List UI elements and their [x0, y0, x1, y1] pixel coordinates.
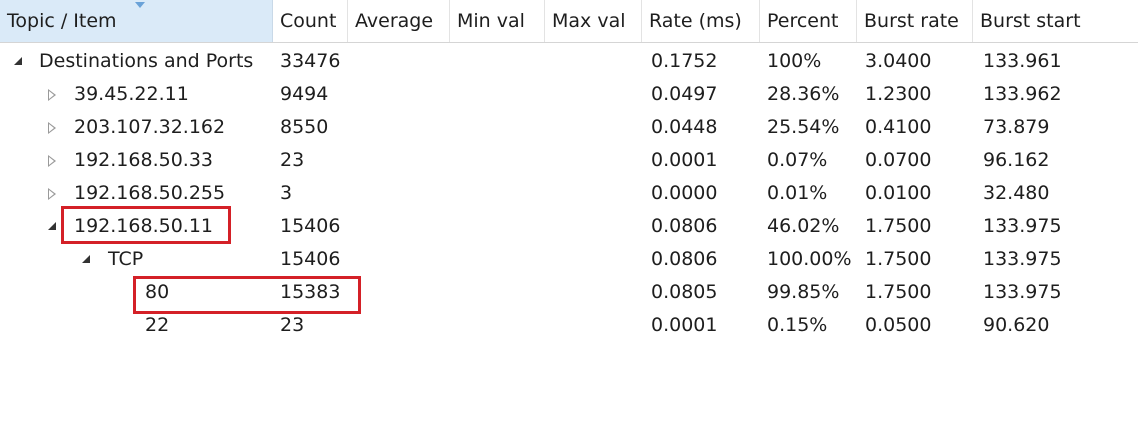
cell-topic: 192.168.50.33 — [74, 149, 214, 171]
triangle-right-outline-icon — [48, 89, 56, 101]
cell-burst-rate: 1.7500 — [865, 248, 932, 270]
table-row[interactable]: 203.107.32.162 8550 0.0448 25.54% 0.4100 73.8… — [0, 111, 1138, 144]
triangle-down-filled-icon — [82, 255, 90, 263]
column-header-average[interactable]: Average — [348, 0, 450, 42]
cell-rate: 0.0497 — [651, 83, 718, 105]
cell-burst-rate: 0.0700 — [865, 149, 932, 171]
triangle-right-outline-icon — [48, 188, 56, 200]
cell-rate: 0.0806 — [651, 248, 718, 270]
cell-burst-rate: 0.4100 — [865, 116, 932, 138]
cell-burst-start: 133.975 — [983, 281, 1062, 303]
column-header-burst-start[interactable]: Burst start — [973, 0, 1138, 42]
collapsed-triangle-icon[interactable] — [46, 177, 60, 210]
cell-burst-rate: 0.0100 — [865, 182, 932, 204]
table-row[interactable]: 192.168.50.33 23 0.0001 0.07% 0.0700 96.162 — [0, 144, 1138, 177]
expanded-triangle-icon[interactable] — [12, 45, 26, 78]
highlight-box-port — [133, 276, 361, 314]
table-row[interactable]: 192.168.50.11 15406 0.0806 46.02% 1.7500 133.… — [0, 210, 1138, 243]
cell-percent: 0.01% — [767, 182, 828, 204]
column-header-count[interactable]: Count — [273, 0, 348, 42]
highlight-box-host — [61, 206, 231, 244]
cell-rate: 0.1752 — [651, 50, 718, 72]
cell-topic: 192.168.50.255 — [74, 182, 226, 204]
column-header-percent[interactable]: Percent — [760, 0, 857, 42]
column-header-max-val[interactable]: Max val — [545, 0, 642, 42]
cell-topic: 203.107.32.162 — [74, 116, 226, 138]
table-row[interactable]: 80 15383 0.0805 99.85% 1.7500 133.975 — [0, 276, 1138, 309]
triangle-right-outline-icon — [48, 155, 56, 167]
cell-count: 15406 — [280, 248, 341, 270]
cell-topic: Destinations and Ports — [39, 50, 254, 72]
column-header-label: Average — [355, 10, 434, 32]
cell-percent: 25.54% — [767, 116, 840, 138]
column-header-min-val[interactable]: Min val — [450, 0, 545, 42]
cell-burst-rate: 1.2300 — [865, 83, 932, 105]
column-header-rate[interactable]: Rate (ms) — [642, 0, 760, 42]
cell-count: 23 — [280, 149, 305, 171]
cell-percent: 100.00% — [767, 248, 852, 270]
column-header-label: Topic / Item — [7, 10, 117, 32]
cell-count: 33476 — [280, 50, 341, 72]
cell-rate: 0.0001 — [651, 314, 718, 336]
cell-topic: 192.168.50.11 — [74, 215, 214, 237]
expanded-triangle-icon[interactable] — [80, 243, 94, 276]
cell-count: 3 — [280, 182, 293, 204]
cell-count: 15383 — [280, 281, 341, 303]
cell-percent: 99.85% — [767, 281, 840, 303]
column-header-label: Percent — [767, 10, 839, 32]
table-row[interactable]: Destinations and Ports 33476 0.1752 100% 3.0… — [0, 45, 1138, 78]
table-row[interactable]: TCP 15406 0.0806 100.00% 1.7500 133.975 — [0, 243, 1138, 276]
collapsed-triangle-icon[interactable] — [46, 111, 60, 144]
cell-percent: 46.02% — [767, 215, 840, 237]
cell-burst-start: 90.620 — [983, 314, 1050, 336]
triangle-right-outline-icon — [48, 122, 56, 134]
triangle-down-filled-icon — [48, 222, 56, 230]
cell-burst-rate: 3.0400 — [865, 50, 932, 72]
cell-burst-start: 133.975 — [983, 215, 1062, 237]
cell-burst-rate: 1.7500 — [865, 281, 932, 303]
cell-count: 9494 — [280, 83, 329, 105]
sort-descending-icon — [135, 2, 145, 8]
cell-rate: 0.0000 — [651, 182, 718, 204]
table-row[interactable]: 22 23 0.0001 0.15% 0.0500 90.620 — [0, 309, 1138, 342]
table-header: Topic / Item Count Average Min val Max v… — [0, 0, 1138, 43]
triangle-down-filled-icon — [14, 57, 22, 65]
cell-burst-rate: 1.7500 — [865, 215, 932, 237]
cell-percent: 0.07% — [767, 149, 828, 171]
column-header-label: Burst start — [980, 10, 1081, 32]
cell-burst-start: 133.961 — [983, 50, 1062, 72]
column-header-label: Burst rate — [864, 10, 959, 32]
cell-count: 23 — [280, 314, 305, 336]
cell-percent: 100% — [767, 50, 822, 72]
column-header-label: Count — [280, 10, 337, 32]
column-header-topic[interactable]: Topic / Item — [0, 0, 273, 42]
column-header-burst-rate[interactable]: Burst rate — [857, 0, 973, 42]
cell-percent: 0.15% — [767, 314, 828, 336]
collapsed-triangle-icon[interactable] — [46, 78, 60, 111]
column-header-label: Max val — [552, 10, 626, 32]
cell-burst-start: 133.975 — [983, 248, 1062, 270]
cell-burst-start: 96.162 — [983, 149, 1050, 171]
column-header-label: Rate (ms) — [649, 10, 742, 32]
cell-rate: 0.0448 — [651, 116, 718, 138]
cell-topic: 39.45.22.11 — [74, 83, 189, 105]
cell-topic: 22 — [145, 314, 170, 336]
cell-count: 8550 — [280, 116, 329, 138]
cell-rate: 0.0805 — [651, 281, 718, 303]
cell-burst-rate: 0.0500 — [865, 314, 932, 336]
cell-percent: 28.36% — [767, 83, 840, 105]
table-row[interactable]: 192.168.50.255 3 0.0000 0.01% 0.0100 32.480 — [0, 177, 1138, 210]
cell-topic: 80 — [145, 281, 170, 303]
column-header-label: Min val — [457, 10, 525, 32]
cell-burst-start: 133.962 — [983, 83, 1062, 105]
cell-rate: 0.0001 — [651, 149, 718, 171]
expanded-triangle-icon[interactable] — [46, 210, 60, 243]
cell-burst-start: 32.480 — [983, 182, 1050, 204]
table-row[interactable]: 39.45.22.11 9494 0.0497 28.36% 1.2300 133.962 — [0, 78, 1138, 111]
collapsed-triangle-icon[interactable] — [46, 144, 60, 177]
cell-burst-start: 73.879 — [983, 116, 1050, 138]
cell-topic: TCP — [108, 248, 144, 270]
cell-rate: 0.0806 — [651, 215, 718, 237]
cell-count: 15406 — [280, 215, 341, 237]
